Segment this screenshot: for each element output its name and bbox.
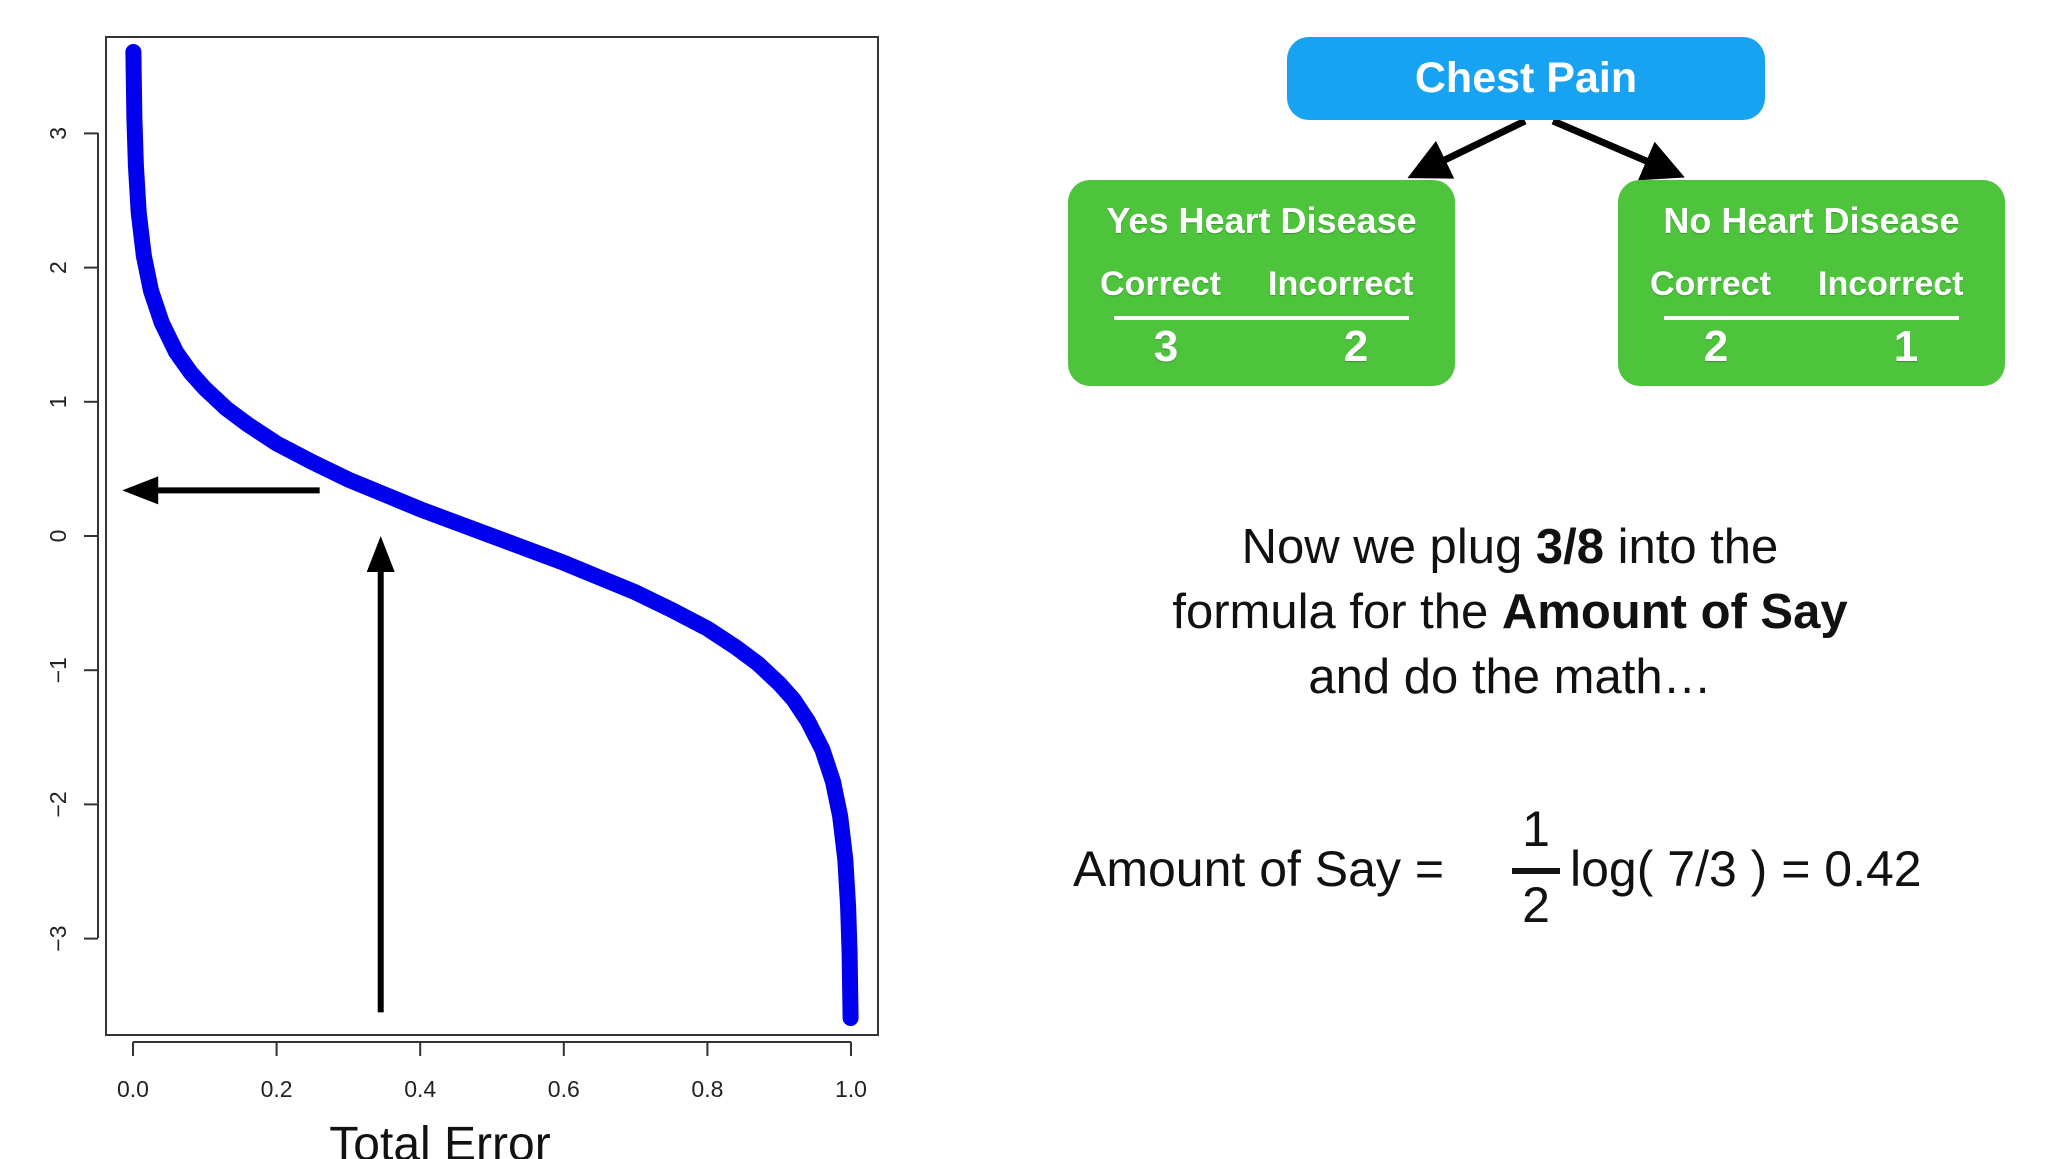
y-tick-label: 1 xyxy=(45,395,71,408)
x-tick-label: 0.6 xyxy=(548,1076,580,1102)
annotation-layer xyxy=(122,476,395,1013)
plot-frame xyxy=(105,36,879,1036)
incorrect-header: Incorrect xyxy=(1818,265,1964,303)
correct-count: 3 xyxy=(1153,322,1179,371)
correct-header: Correct xyxy=(1100,265,1221,303)
amount-of-say-formula: Amount of Say = 1 2 log( 7/3 ) = 0.42 xyxy=(1073,800,1973,933)
y-tick-label: −3 xyxy=(45,925,71,951)
y-tick-label: −2 xyxy=(45,791,71,817)
formula-rhs: log( 7/3 ) = 0.42 xyxy=(1570,841,1922,897)
narration-part: into the xyxy=(1603,520,1779,574)
leaf-title: Yes Heart Disease xyxy=(1106,200,1417,241)
leaf-title: No Heart Disease xyxy=(1663,200,1960,241)
arrow-up-head xyxy=(366,536,395,572)
y-tick-label: 2 xyxy=(45,261,71,274)
narration-part: Now we plug xyxy=(1241,520,1536,574)
x-tick-label: 0.0 xyxy=(117,1076,149,1102)
correct-count: 2 xyxy=(1703,322,1729,371)
leaf-divider xyxy=(1664,316,1959,320)
leaf-no-heart-disease: No Heart Disease Correct Incorrect 2 1 xyxy=(1618,180,2005,386)
formula-lhs: Amount of Say = xyxy=(1073,841,1445,897)
incorrect-header: Incorrect xyxy=(1268,265,1414,303)
y-tick-label: 0 xyxy=(45,530,71,543)
x-tick-label: 0.2 xyxy=(261,1076,293,1102)
root-node-label: Chest Pain xyxy=(1414,54,1638,102)
x-tick-label: 0.4 xyxy=(404,1076,436,1102)
x-tick-label: 0.8 xyxy=(691,1076,723,1102)
formula-fraction-bar xyxy=(1512,868,1560,874)
x-tick-label: 1.0 xyxy=(835,1076,867,1102)
incorrect-count: 1 xyxy=(1893,322,1919,371)
narration-text: Now we plug 3/8 into the formula for the… xyxy=(1105,515,1915,710)
y-axis: 3 2 1 0 −1 −2 −3 xyxy=(45,127,99,952)
leaf-divider xyxy=(1114,316,1409,320)
formula-numerator: 1 xyxy=(1522,801,1550,857)
y-tick-label: −1 xyxy=(45,657,71,683)
leaf-yes-heart-disease: Yes Heart Disease Correct Incorrect 3 2 xyxy=(1068,180,1455,386)
root-node-chest-pain: Chest Pain xyxy=(1287,37,1765,120)
series-layer xyxy=(125,44,859,1026)
right-branch-arrow xyxy=(1551,117,1685,181)
narration-bold-fraction: 3/8 xyxy=(1535,520,1604,574)
narration-bold-term: Amount of Say xyxy=(1501,585,1848,639)
correct-header: Correct xyxy=(1650,265,1771,303)
x-axis-label: Total Error xyxy=(329,1118,550,1159)
y-tick-label: 3 xyxy=(45,127,71,140)
x-axis: 0.0 0.2 0.4 0.6 0.8 1.0 xyxy=(117,1041,867,1102)
left-branch-arrow xyxy=(1407,117,1527,179)
arrow-left-head xyxy=(122,476,159,505)
narration-part: and do the math… xyxy=(1308,650,1712,704)
incorrect-count: 2 xyxy=(1343,322,1369,371)
formula-denominator: 2 xyxy=(1522,877,1550,933)
narration-part: formula for the xyxy=(1172,585,1502,639)
